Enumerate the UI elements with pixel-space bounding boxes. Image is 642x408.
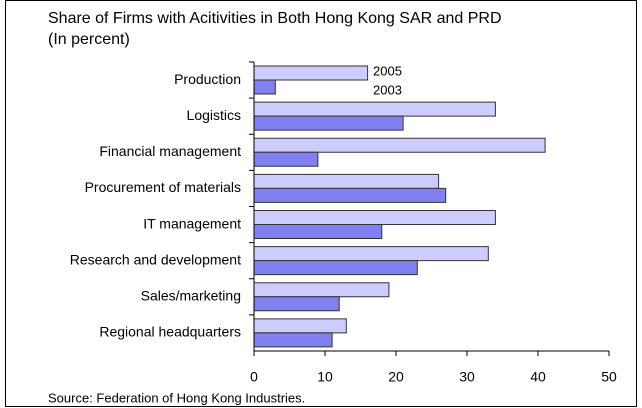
bar xyxy=(253,137,546,153)
x-tick-label: 20 xyxy=(388,369,404,385)
bar xyxy=(253,296,340,312)
x-tick-label: 30 xyxy=(459,369,475,385)
x-tick-label: 40 xyxy=(530,369,546,385)
bar xyxy=(253,173,440,189)
y-tick-label: Production xyxy=(174,71,241,87)
source-note: Source: Federation of Hong Kong Industri… xyxy=(48,390,305,405)
x-tick-label: 50 xyxy=(601,369,617,385)
y-tick-label: IT management xyxy=(143,215,241,231)
bar xyxy=(253,282,390,298)
frame xyxy=(5,0,637,407)
bar xyxy=(253,210,496,225)
legend-label: 2003 xyxy=(373,82,402,97)
bar xyxy=(253,101,496,117)
chart-subtitle: (In percent) xyxy=(48,31,130,48)
y-tick-label: Procurement of materials xyxy=(85,179,241,195)
y-tick-label: Financial management xyxy=(99,143,241,159)
bar xyxy=(253,246,489,262)
y-tick-label: Logistics xyxy=(187,107,241,123)
bar xyxy=(253,79,276,95)
bar xyxy=(253,318,347,334)
bar xyxy=(253,224,383,239)
bar xyxy=(253,187,447,203)
bar xyxy=(253,260,418,276)
y-tick-label: Research and development xyxy=(70,251,241,267)
bar xyxy=(253,115,404,131)
bar xyxy=(253,65,369,81)
legend-label: 2005 xyxy=(373,63,402,78)
chart-title: Share of Firms with Acitivities in Both … xyxy=(48,10,502,27)
bar xyxy=(253,151,319,167)
bar xyxy=(253,332,333,348)
x-tick-label: 0 xyxy=(250,369,258,385)
x-tick-label: 10 xyxy=(317,369,333,385)
y-tick-label: Sales/marketing xyxy=(141,288,241,304)
y-tick-label: Regional headquarters xyxy=(99,324,241,340)
